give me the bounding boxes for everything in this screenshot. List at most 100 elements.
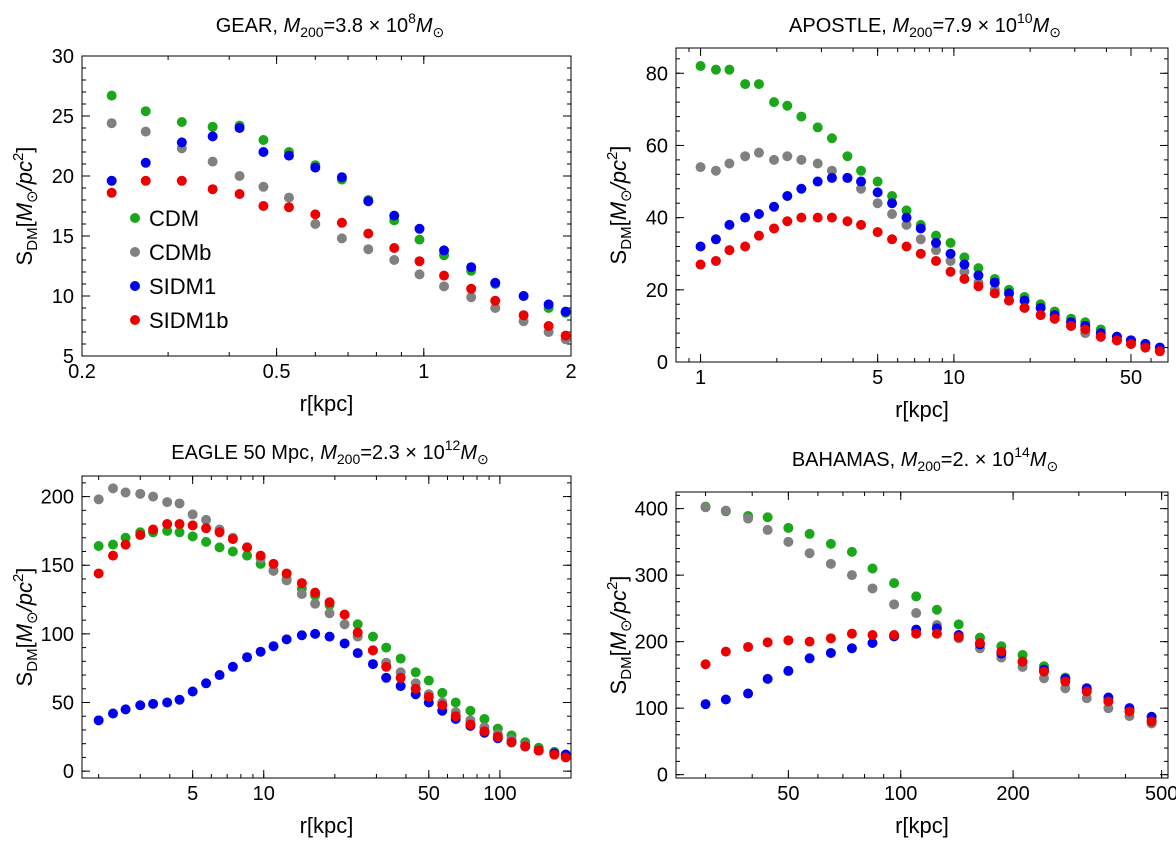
data-point: [743, 688, 754, 699]
title-unit-symbol: M: [1030, 449, 1047, 471]
series-sidm1b: [93, 519, 571, 763]
y-tick-label: 60: [646, 135, 668, 157]
data-point: [901, 205, 912, 216]
data-point: [120, 539, 131, 550]
data-point: [336, 172, 347, 183]
data-point: [959, 252, 970, 263]
y-tick-label: 0: [657, 765, 668, 787]
data-point: [753, 230, 764, 241]
data-point: [700, 502, 711, 513]
data-point: [931, 245, 942, 256]
data-point: [367, 631, 378, 642]
data-point: [336, 233, 347, 244]
data-point: [174, 519, 185, 530]
y-label-bracket: [: [12, 642, 37, 648]
data-point: [227, 546, 238, 557]
data-point: [255, 550, 266, 561]
y-tick-label: 150: [41, 555, 74, 577]
data-point: [395, 681, 406, 692]
data-point: [973, 270, 984, 281]
data-point: [783, 665, 794, 676]
data-point: [234, 171, 245, 181]
y-label-symbol: S: [606, 680, 631, 695]
data-point: [268, 565, 279, 576]
data-point: [710, 234, 721, 245]
panel-2: APOSTLE, M200=7.9 × 1010M⊙1 5 10 5002040608…: [604, 10, 1169, 422]
data-point: [106, 118, 117, 129]
data-point: [281, 568, 292, 579]
data-point: [174, 527, 185, 538]
data-point: [437, 700, 448, 711]
data-point: [846, 570, 857, 581]
data-point: [872, 187, 883, 198]
data-point: [867, 583, 878, 594]
title-symbol: M: [901, 449, 918, 471]
data-point: [804, 528, 815, 539]
data-point: [1154, 346, 1165, 357]
y-label-bracket: [: [606, 650, 631, 656]
y-tick-label: 0: [657, 352, 668, 374]
data-point: [281, 634, 292, 645]
data-point: [242, 550, 253, 561]
x-tick-label: 5: [872, 367, 883, 389]
data-point: [439, 281, 450, 292]
data-point: [174, 498, 185, 509]
data-point: [753, 147, 764, 158]
title-subscript: 200: [909, 24, 933, 40]
title-prefix: BAHAMAS,: [792, 449, 901, 471]
data-point: [804, 636, 815, 647]
data-point: [743, 513, 754, 524]
data-point: [258, 147, 269, 157]
data-point: [1017, 656, 1028, 667]
data-point: [945, 248, 956, 259]
data-point: [414, 234, 425, 245]
y-tick-label: 200: [41, 487, 74, 509]
data-point: [911, 591, 922, 602]
title-prefix: APOSTLE,: [789, 15, 892, 37]
data-point: [812, 212, 823, 223]
series-cdmb: [695, 147, 1165, 357]
data-point: [959, 259, 970, 270]
x-tick-label: 10: [253, 783, 275, 805]
x-axis-label: r[kpc]: [300, 813, 354, 838]
data-point: [825, 647, 836, 658]
series-sidm1b: [700, 628, 1157, 727]
series-sidm1b: [695, 212, 1165, 357]
data-point: [889, 630, 900, 640]
y-label-subscript: DM: [618, 226, 635, 249]
data-point: [1060, 676, 1071, 687]
data-point: [324, 608, 335, 619]
data-point: [872, 198, 883, 209]
data-point: [187, 686, 198, 697]
data-point: [1124, 706, 1135, 717]
data-point: [901, 212, 912, 223]
data-point: [310, 598, 321, 609]
data-point: [887, 209, 898, 220]
data-point: [437, 687, 448, 698]
data-point: [796, 212, 807, 223]
y-label-symbol: S: [12, 672, 37, 687]
data-point: [258, 181, 269, 192]
title-unit-symbol: M: [416, 15, 433, 37]
y-label-subscript: DM: [24, 227, 41, 250]
data-point: [846, 546, 857, 557]
data-point: [901, 219, 912, 230]
data-point: [782, 151, 793, 162]
data-point: [135, 530, 146, 541]
data-point: [479, 713, 490, 724]
data-point: [867, 563, 878, 574]
x-tick-label: 10: [943, 367, 965, 389]
data-point: [931, 255, 942, 266]
data-point: [439, 270, 450, 281]
data-point: [324, 597, 335, 608]
title-unit-subscript: ⊙: [1049, 24, 1061, 40]
title-exponent: 12: [445, 437, 461, 453]
data-point: [856, 219, 867, 230]
data-point: [915, 234, 926, 245]
data-point: [207, 184, 218, 195]
y-label-mass: M: [12, 623, 37, 642]
series-sidm1: [106, 123, 571, 317]
y-axis-label: SDM[M⊙/pc2]: [604, 146, 635, 265]
y-tick-label: 10: [52, 286, 74, 308]
data-point: [414, 223, 425, 234]
